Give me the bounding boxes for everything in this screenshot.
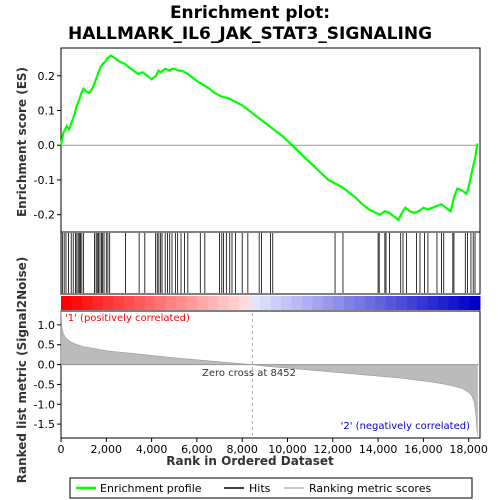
colorbar-segment	[375, 296, 387, 310]
legend-enrichment-label: Enrichment profile	[100, 482, 202, 495]
rank-colorbar	[61, 296, 481, 310]
es-tick-label: 0.0	[38, 139, 56, 152]
neg-correlated-label: '2' (negatively correlated)	[341, 421, 470, 432]
colorbar-segment	[218, 296, 230, 310]
colorbar-segment	[186, 296, 198, 310]
colorbar-segment	[71, 296, 83, 310]
zero-cross-label: Zero cross at 8452	[202, 368, 296, 379]
colorbar-segment	[92, 296, 104, 310]
x-tick-label: 10,000	[268, 443, 307, 456]
x-tick-label: 4,000	[136, 443, 168, 456]
colorbar-segment	[144, 296, 156, 310]
es-tick-label: -0.2	[34, 209, 55, 222]
es-axis-label: Enrichment score (ES)	[15, 67, 29, 217]
colorbar-segment	[239, 296, 251, 310]
x-tick-label: 16,000	[404, 443, 443, 456]
metric-area	[60, 310, 478, 437]
colorbar-segment	[207, 296, 219, 310]
colorbar-segment	[81, 296, 93, 310]
metric-panel: -1.5 -1.0 -0.5 0.0 0.5 1.0 0 2,000 4,000 6,000 8,…	[34, 310, 488, 456]
colorbar-segment	[459, 296, 471, 310]
colorbar-segment	[322, 296, 334, 310]
colorbar-segment	[249, 296, 261, 310]
colorbar-segment	[469, 296, 481, 310]
es-panel: -0.2 -0.1 0.0 0.1 0.2	[34, 47, 481, 233]
chart-title-line2: HALLMARK_IL6_JAK_STAT3_SIGNALING	[68, 24, 432, 44]
legend-metric-label: Ranking metric scores	[309, 482, 431, 495]
colorbar-segment	[301, 296, 313, 310]
metric-tick-label: 0.0	[38, 359, 56, 372]
colorbar-segment	[427, 296, 439, 310]
colorbar-segment	[333, 296, 345, 310]
colorbar-segment	[61, 296, 72, 310]
colorbar-segment	[354, 296, 366, 310]
es-tick-label: -0.1	[34, 174, 55, 187]
colorbar-segment	[406, 296, 418, 310]
x-tick-label: 0	[58, 443, 65, 456]
colorbar-segment	[123, 296, 135, 310]
enrichment-profile-line	[59, 54, 479, 222]
colorbar-segment	[438, 296, 450, 310]
chart-title-line1: Enrichment plot:	[170, 3, 330, 23]
metric-tick-label: 1.0	[38, 319, 56, 332]
colorbar-segment	[134, 296, 146, 310]
metric-tick-label: -0.5	[34, 378, 55, 391]
colorbar-segment	[260, 296, 271, 310]
es-panel-frame	[60, 47, 481, 233]
legend-frame	[69, 477, 473, 499]
colorbar-segment	[417, 296, 429, 310]
colorbar-segment	[270, 296, 282, 310]
x-tick-label: 6,000	[181, 443, 213, 456]
hits-panel	[60, 231, 481, 295]
colorbar-segment	[396, 296, 408, 310]
x-tick-label: 18,000	[449, 443, 488, 456]
colorbar-segment	[176, 296, 188, 310]
colorbar-segment	[291, 296, 303, 310]
colorbar-segment	[312, 296, 324, 310]
metric-tick-label: -1.0	[34, 398, 55, 411]
legend: Enrichment profile Hits Ranking metric s…	[69, 477, 473, 499]
colorbar-segment	[280, 296, 292, 310]
pos-correlated-label: '1' (positively correlated)	[65, 313, 190, 324]
es-tick-label: 0.2	[38, 70, 56, 83]
colorbar-segment	[228, 296, 240, 310]
metric-tick-label: 0.5	[38, 339, 56, 352]
x-tick-label: 12,000	[314, 443, 353, 456]
colorbar-segment	[448, 296, 460, 310]
colorbar-segment	[343, 296, 355, 310]
x-axis-label: Rank in Ordered Dataset	[166, 454, 334, 468]
colorbar-segment	[155, 296, 167, 310]
metric-axis-label: Ranked list metric (Signal2Noise)	[15, 257, 29, 484]
colorbar-segment	[385, 296, 397, 310]
colorbar-segment	[113, 296, 125, 310]
x-tick-label: 8,000	[226, 443, 258, 456]
colorbar-segment	[165, 296, 177, 310]
es-tick-label: 0.1	[38, 104, 56, 117]
colorbar-segment	[364, 296, 376, 310]
legend-hits-label: Hits	[249, 482, 271, 495]
x-tick-label: 14,000	[359, 443, 398, 456]
metric-tick-label: -1.5	[34, 418, 55, 431]
colorbar-segment	[102, 296, 114, 310]
x-tick-label: 2,000	[91, 443, 123, 456]
colorbar-segment	[197, 296, 209, 310]
